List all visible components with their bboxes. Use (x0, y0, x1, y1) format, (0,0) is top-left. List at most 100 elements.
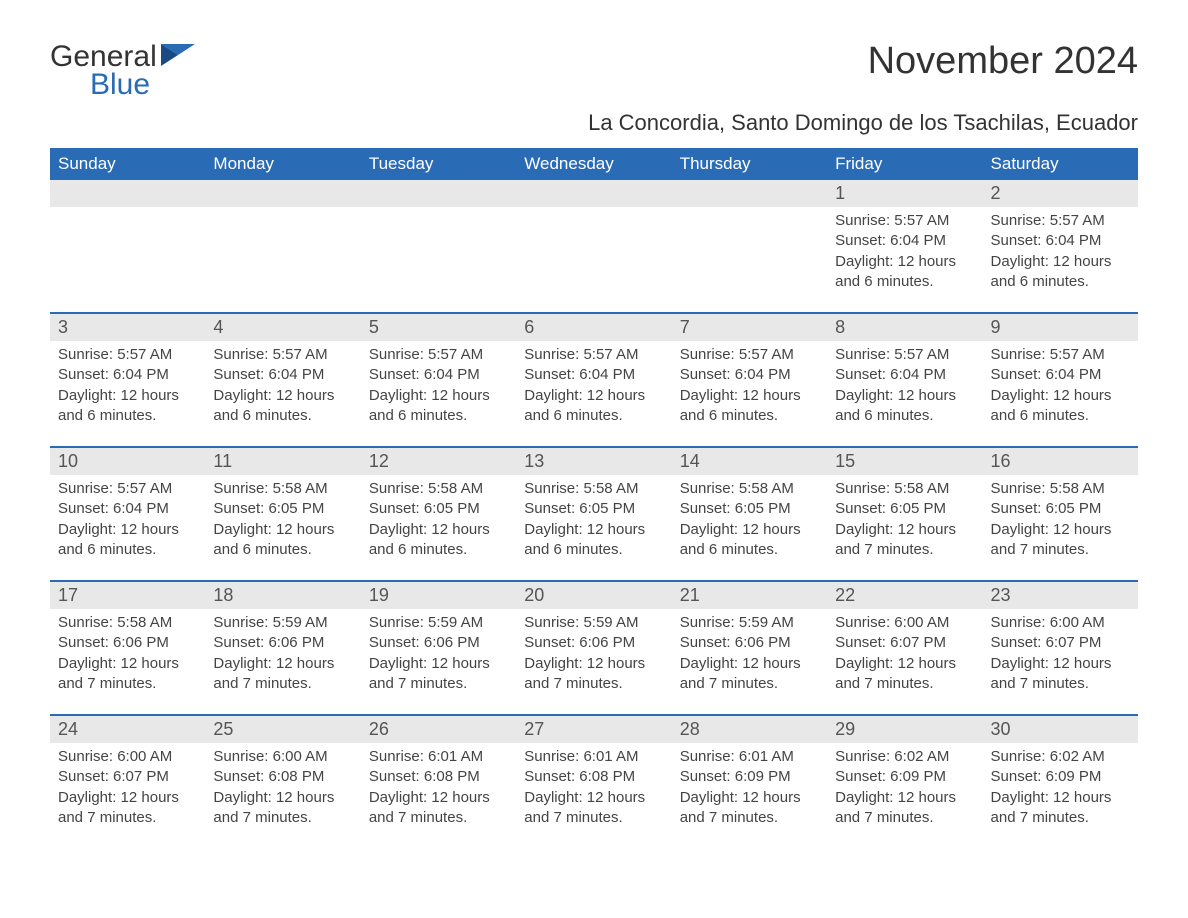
day-details: Sunrise: 5:57 AMSunset: 6:04 PMDaylight:… (827, 341, 982, 446)
sunrise-line: Sunrise: 5:57 AM (991, 345, 1130, 365)
daylight-line: Daylight: 12 hours and 7 minutes. (835, 788, 974, 829)
sunset-line: Sunset: 6:04 PM (835, 231, 974, 251)
sunset-line: Sunset: 6:04 PM (524, 365, 663, 385)
sunset-line: Sunset: 6:07 PM (835, 633, 974, 653)
sunrise-line: Sunrise: 5:57 AM (369, 345, 508, 365)
sunrise-line: Sunrise: 6:00 AM (835, 613, 974, 633)
day-number: 22 (827, 582, 982, 609)
daylight-line: Daylight: 12 hours and 6 minutes. (369, 386, 508, 427)
sunrise-line: Sunrise: 5:57 AM (680, 345, 819, 365)
day-number: 7 (672, 314, 827, 341)
sunrise-line: Sunrise: 6:00 AM (58, 747, 197, 767)
sunrise-line: Sunrise: 6:01 AM (524, 747, 663, 767)
day-details: Sunrise: 5:57 AMSunset: 6:04 PMDaylight:… (50, 475, 205, 580)
calendar-cell: 5Sunrise: 5:57 AMSunset: 6:04 PMDaylight… (361, 313, 516, 447)
sunrise-line: Sunrise: 6:00 AM (213, 747, 352, 767)
day-details: Sunrise: 6:00 AMSunset: 6:08 PMDaylight:… (205, 743, 360, 848)
location-text: La Concordia, Santo Domingo de los Tsach… (50, 110, 1138, 136)
sunrise-line: Sunrise: 5:57 AM (524, 345, 663, 365)
sunset-line: Sunset: 6:04 PM (213, 365, 352, 385)
day-details-empty (205, 207, 360, 297)
calendar-cell: 22Sunrise: 6:00 AMSunset: 6:07 PMDayligh… (827, 581, 982, 715)
daylight-line: Daylight: 12 hours and 7 minutes. (680, 788, 819, 829)
sunrise-line: Sunrise: 5:59 AM (213, 613, 352, 633)
calendar-cell: 19Sunrise: 5:59 AMSunset: 6:06 PMDayligh… (361, 581, 516, 715)
day-details: Sunrise: 5:58 AMSunset: 6:05 PMDaylight:… (205, 475, 360, 580)
day-details: Sunrise: 5:57 AMSunset: 6:04 PMDaylight:… (827, 207, 982, 312)
day-details-empty (361, 207, 516, 297)
sunrise-line: Sunrise: 6:00 AM (991, 613, 1130, 633)
sunset-line: Sunset: 6:04 PM (991, 231, 1130, 251)
sunrise-line: Sunrise: 5:57 AM (213, 345, 352, 365)
day-number: 18 (205, 582, 360, 609)
sunrise-line: Sunrise: 5:57 AM (58, 345, 197, 365)
calendar-cell: 9Sunrise: 5:57 AMSunset: 6:04 PMDaylight… (983, 313, 1138, 447)
day-details-empty (672, 207, 827, 297)
day-number: 4 (205, 314, 360, 341)
sunrise-line: Sunrise: 5:58 AM (835, 479, 974, 499)
daylight-line: Daylight: 12 hours and 7 minutes. (524, 788, 663, 829)
day-number: 5 (361, 314, 516, 341)
day-number-empty (516, 180, 671, 207)
sunrise-line: Sunrise: 6:02 AM (991, 747, 1130, 767)
sunset-line: Sunset: 6:06 PM (58, 633, 197, 653)
sunset-line: Sunset: 6:06 PM (213, 633, 352, 653)
day-number-empty (672, 180, 827, 207)
calendar-cell: 13Sunrise: 5:58 AMSunset: 6:05 PMDayligh… (516, 447, 671, 581)
day-number: 20 (516, 582, 671, 609)
weekday-header-row: Sunday Monday Tuesday Wednesday Thursday… (50, 148, 1138, 180)
calendar-table: Sunday Monday Tuesday Wednesday Thursday… (50, 148, 1138, 848)
day-details: Sunrise: 5:57 AMSunset: 6:04 PMDaylight:… (205, 341, 360, 446)
calendar-cell: 6Sunrise: 5:57 AMSunset: 6:04 PMDaylight… (516, 313, 671, 447)
day-number: 25 (205, 716, 360, 743)
sunset-line: Sunset: 6:05 PM (369, 499, 508, 519)
day-number: 3 (50, 314, 205, 341)
day-details: Sunrise: 6:00 AMSunset: 6:07 PMDaylight:… (983, 609, 1138, 714)
day-details: Sunrise: 6:01 AMSunset: 6:08 PMDaylight:… (516, 743, 671, 848)
day-number: 1 (827, 180, 982, 207)
day-details: Sunrise: 6:00 AMSunset: 6:07 PMDaylight:… (827, 609, 982, 714)
day-number: 2 (983, 180, 1138, 207)
daylight-line: Daylight: 12 hours and 7 minutes. (213, 788, 352, 829)
day-number: 14 (672, 448, 827, 475)
day-number: 17 (50, 582, 205, 609)
day-number: 11 (205, 448, 360, 475)
sunrise-line: Sunrise: 5:57 AM (991, 211, 1130, 231)
calendar-cell (516, 180, 671, 313)
daylight-line: Daylight: 12 hours and 6 minutes. (213, 386, 352, 427)
sunrise-line: Sunrise: 6:01 AM (369, 747, 508, 767)
daylight-line: Daylight: 12 hours and 7 minutes. (524, 654, 663, 695)
sunset-line: Sunset: 6:08 PM (369, 767, 508, 787)
day-details: Sunrise: 6:01 AMSunset: 6:08 PMDaylight:… (361, 743, 516, 848)
sunrise-line: Sunrise: 5:58 AM (369, 479, 508, 499)
day-details: Sunrise: 5:57 AMSunset: 6:04 PMDaylight:… (983, 341, 1138, 446)
day-number: 9 (983, 314, 1138, 341)
day-number: 29 (827, 716, 982, 743)
day-number: 8 (827, 314, 982, 341)
calendar-row: 3Sunrise: 5:57 AMSunset: 6:04 PMDaylight… (50, 313, 1138, 447)
sunrise-line: Sunrise: 5:58 AM (680, 479, 819, 499)
sunrise-line: Sunrise: 6:01 AM (680, 747, 819, 767)
sunset-line: Sunset: 6:06 PM (524, 633, 663, 653)
sunset-line: Sunset: 6:07 PM (58, 767, 197, 787)
calendar-cell: 12Sunrise: 5:58 AMSunset: 6:05 PMDayligh… (361, 447, 516, 581)
daylight-line: Daylight: 12 hours and 7 minutes. (991, 654, 1130, 695)
day-number-empty (50, 180, 205, 207)
day-details: Sunrise: 5:59 AMSunset: 6:06 PMDaylight:… (361, 609, 516, 714)
sunset-line: Sunset: 6:08 PM (213, 767, 352, 787)
calendar-cell: 7Sunrise: 5:57 AMSunset: 6:04 PMDaylight… (672, 313, 827, 447)
calendar-cell: 4Sunrise: 5:57 AMSunset: 6:04 PMDaylight… (205, 313, 360, 447)
calendar-cell: 10Sunrise: 5:57 AMSunset: 6:04 PMDayligh… (50, 447, 205, 581)
day-details: Sunrise: 5:57 AMSunset: 6:04 PMDaylight:… (50, 341, 205, 446)
weekday-header: Saturday (983, 148, 1138, 180)
sunrise-line: Sunrise: 5:57 AM (835, 211, 974, 231)
sunset-line: Sunset: 6:05 PM (835, 499, 974, 519)
weekday-header: Thursday (672, 148, 827, 180)
calendar-cell: 20Sunrise: 5:59 AMSunset: 6:06 PMDayligh… (516, 581, 671, 715)
daylight-line: Daylight: 12 hours and 7 minutes. (835, 520, 974, 561)
weekday-header: Tuesday (361, 148, 516, 180)
daylight-line: Daylight: 12 hours and 6 minutes. (835, 386, 974, 427)
day-details: Sunrise: 5:58 AMSunset: 6:05 PMDaylight:… (672, 475, 827, 580)
day-number: 26 (361, 716, 516, 743)
weekday-header: Friday (827, 148, 982, 180)
